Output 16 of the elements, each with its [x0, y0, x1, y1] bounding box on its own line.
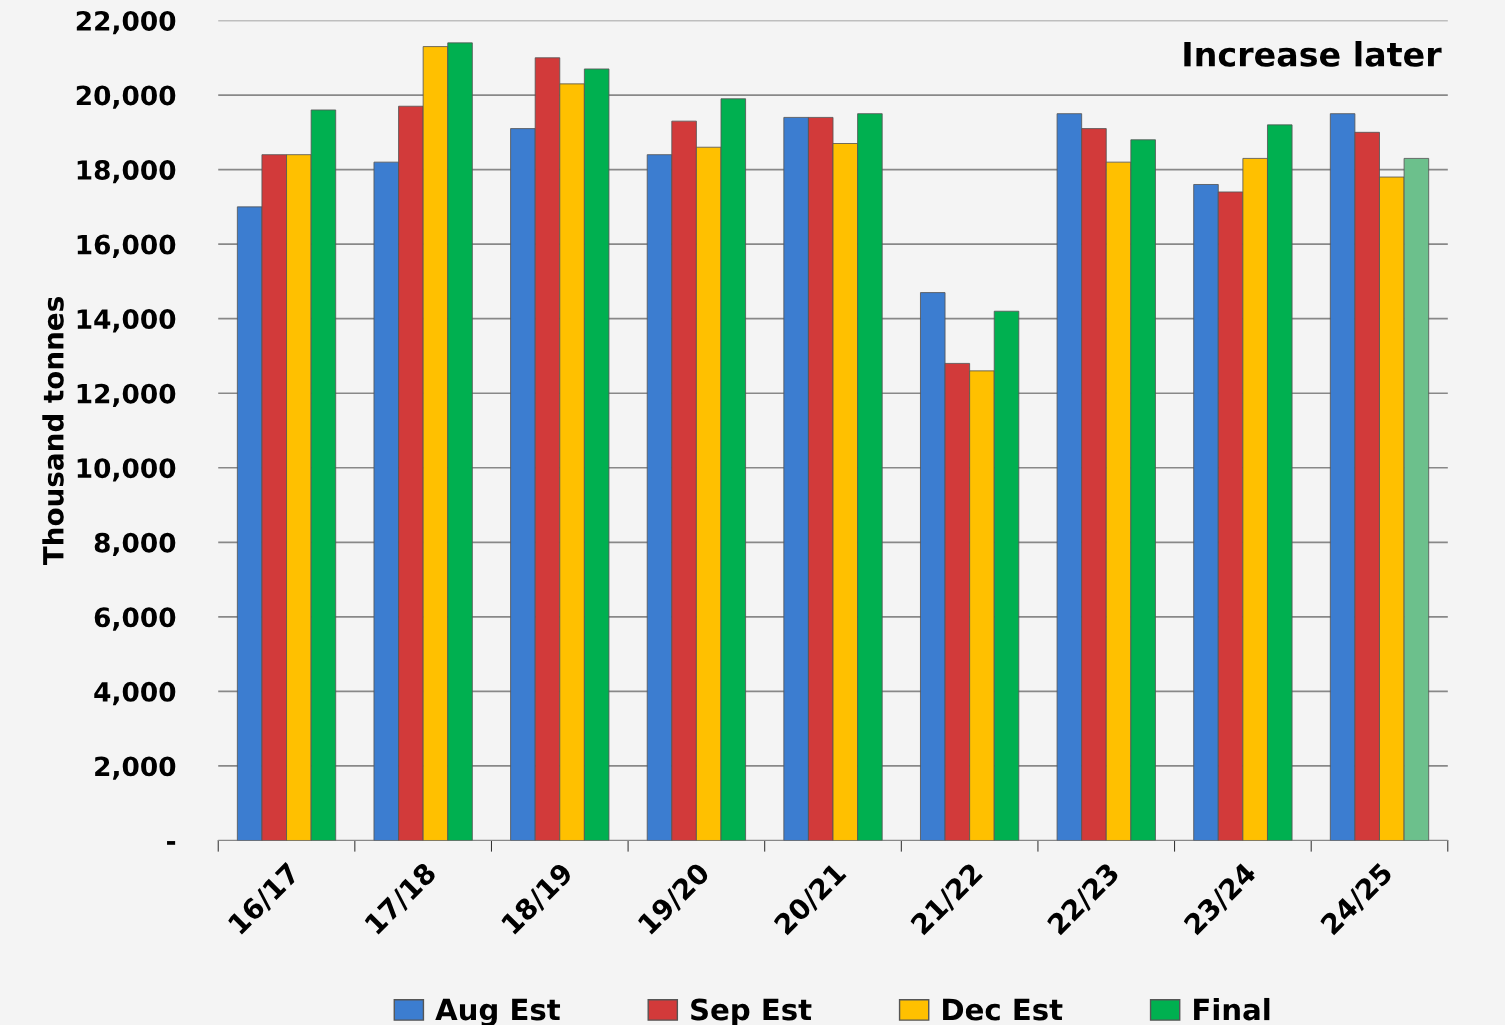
y-tick-label: 10,000 — [77, 458, 176, 482]
y-tick-label: 22,000 — [76, 10, 176, 35]
legend-label: Final — [1194, 997, 1270, 1021]
y-tick-label: 20,000 — [76, 85, 176, 109]
y-tick-label: 18,000 — [77, 160, 176, 184]
y-tick-label: 4,000 — [94, 681, 176, 706]
annotation: Increase later — [1184, 41, 1442, 67]
y-tick-label: 6,000 — [94, 607, 176, 631]
y-tick-label: 16,000 — [77, 234, 176, 258]
y-tick-label: 12,000 — [77, 383, 176, 407]
y-tick-label: 2,000 — [95, 756, 176, 780]
y-tick-label: 8,000 — [94, 532, 176, 557]
y-axis-title: Thousand tonnes — [42, 297, 64, 566]
legend-label: Dec Est — [943, 998, 1063, 1021]
y-tick-label: - — [167, 841, 176, 845]
y-tick-label: 14,000 — [77, 309, 176, 333]
